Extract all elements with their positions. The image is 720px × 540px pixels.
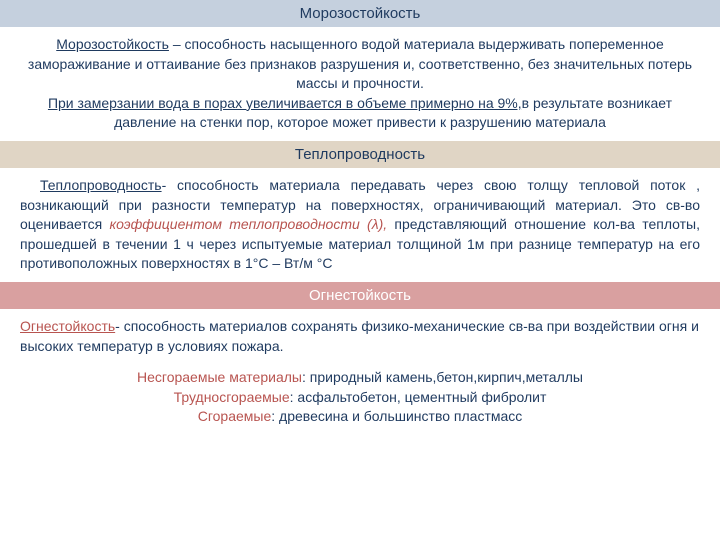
term-frost: Морозостойкость <box>56 36 169 52</box>
header-thermal-text: Теплопроводность <box>295 146 425 163</box>
fire-cat1: Несгораемые материалы: природный камень,… <box>20 368 700 388</box>
fire-cat3-label: Сгораемые <box>198 408 272 424</box>
fire-cat3-text: : древесина и большинство пластмасс <box>271 408 522 424</box>
header-frost-text: Морозостойкость <box>300 5 421 22</box>
fire-def-block: Огнестойкость- способность материалов со… <box>20 317 700 356</box>
section-frost: Морозостойкость Морозостойкость – способ… <box>0 0 720 141</box>
content-frost: Морозостойкость – способность насыщенног… <box>0 27 720 141</box>
fire-cat2: Трудносгораемые: асфальтобетон, цементны… <box>20 388 700 408</box>
fire-categories: Несгораемые материалы: природный камень,… <box>20 368 700 427</box>
header-frost: Морозостойкость <box>0 0 720 27</box>
fire-cat2-label: Трудносгораемые <box>174 389 290 405</box>
header-fire: Огнестойкость <box>0 282 720 309</box>
content-thermal: Теплопроводность- способность материала … <box>0 168 720 282</box>
fire-cat3: Сгораемые: древесина и большинство пласт… <box>20 407 700 427</box>
content-fire: Огнестойкость- способность материалов со… <box>0 309 720 435</box>
frost-line2-u: При замерзании вода в порах увеличиваетс… <box>48 95 522 111</box>
thermal-italic: коэффициентом теплопроводности (λ), <box>109 216 387 232</box>
fire-cat1-label: Несгораемые материалы <box>137 369 302 385</box>
term-thermal: Теплопроводность <box>40 177 162 193</box>
fire-cat1-text: : природный камень,бетон,кирпич,металлы <box>302 369 583 385</box>
term-fire: Огнестойкость <box>20 318 115 334</box>
header-fire-text: Огнестойкость <box>309 287 411 304</box>
section-thermal: Теплопроводность Теплопроводность- спосо… <box>0 141 720 282</box>
fire-def: - способность материалов сохранять физик… <box>20 318 699 354</box>
section-fire: Огнестойкость Огнестойкость- способность… <box>0 282 720 435</box>
fire-cat2-text: : асфальтобетон, цементный фибролит <box>290 389 547 405</box>
header-thermal: Теплопроводность <box>0 141 720 168</box>
